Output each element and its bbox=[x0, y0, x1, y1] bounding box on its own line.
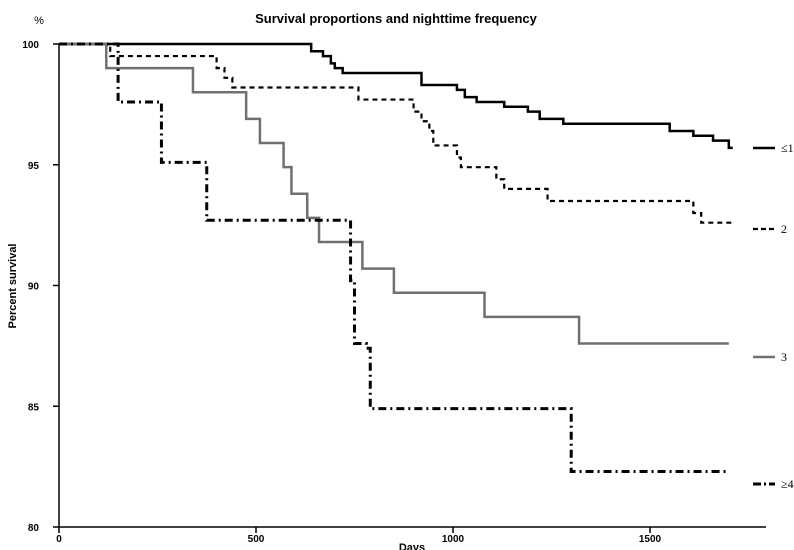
y-tick-label: 100 bbox=[22, 40, 39, 51]
series-line-3 bbox=[59, 42, 729, 345]
series-line-4 bbox=[59, 42, 729, 473]
x-tick-label: 0 bbox=[56, 534, 62, 545]
series-line-2 bbox=[59, 42, 733, 224]
y-axis-label: Percent survival bbox=[7, 244, 19, 329]
x-tick-label: 1000 bbox=[442, 534, 465, 545]
chart-title: Survival proportions and nighttime frequ… bbox=[255, 11, 537, 26]
legend-label-3: 3 bbox=[781, 350, 787, 364]
legend-label-4: ≥4 bbox=[781, 477, 794, 491]
x-tick-label: 500 bbox=[248, 534, 265, 545]
x-axis-label: Days bbox=[399, 542, 425, 550]
series-lines bbox=[59, 42, 733, 473]
y-unit-label: % bbox=[34, 15, 44, 27]
series-line-1 bbox=[59, 42, 733, 150]
y-tick-label: 85 bbox=[28, 402, 40, 413]
legend-label-2: 2 bbox=[781, 222, 787, 236]
y-tick-label: 95 bbox=[28, 161, 40, 172]
x-tick-label: 1500 bbox=[639, 534, 662, 545]
legend-label-1: ≤1 bbox=[781, 141, 794, 155]
y-tick-label: 90 bbox=[28, 282, 40, 293]
legend: ≤1 2 3 ≥4 bbox=[753, 141, 794, 491]
y-tick-label: 80 bbox=[28, 523, 40, 534]
